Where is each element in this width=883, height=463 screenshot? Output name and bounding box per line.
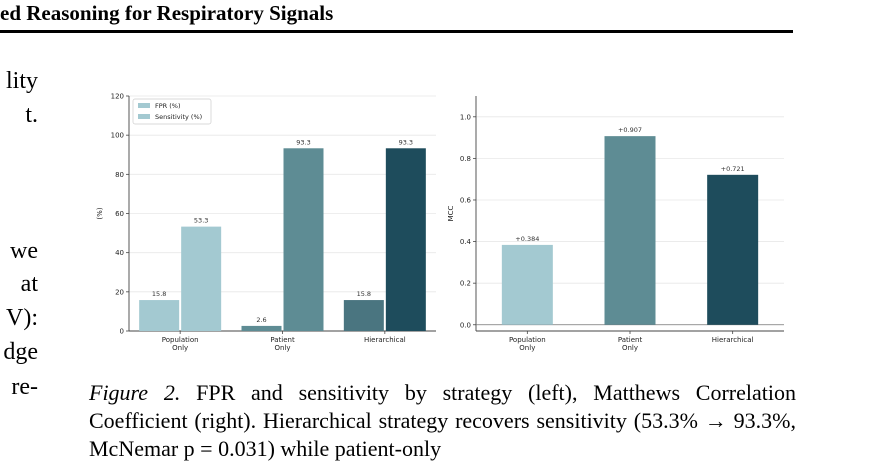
y-tick-label: 0.6	[460, 196, 472, 204]
y-tick-label: 100	[111, 132, 124, 140]
bar-mcc	[604, 136, 656, 325]
y-tick-label: 80	[115, 171, 124, 179]
figure-charts: 0 20 40 60 80 100 120 (%) 15.8 53.3 Population Only…	[96, 93, 784, 352]
data-label-fpr: 2.6	[256, 316, 266, 324]
figure-caption-label: Figure 2.	[89, 380, 181, 405]
data-label-mcc: +0.721	[721, 165, 745, 173]
y-tick-label: 60	[115, 210, 124, 218]
body-text-fragment: at	[20, 271, 38, 297]
data-label-sensitivity: 53.3	[194, 217, 208, 225]
data-label-sensitivity: 93.3	[399, 138, 413, 146]
y-tick-label: 0.2	[460, 280, 471, 288]
body-text-fragment: t.	[25, 102, 38, 128]
y-tick-label: 120	[111, 93, 124, 101]
body-text-fragment: lity	[5, 68, 38, 94]
legend-label-fpr: FPR (%)	[155, 102, 181, 110]
x-tick-label: Population Only	[509, 336, 546, 352]
left-chart-fpr-sensitivity: 0 20 40 60 80 100 120 (%) 15.8 53.3 Population Only…	[96, 93, 436, 352]
legend-swatch-fpr	[138, 103, 150, 108]
y-tick-label: 40	[115, 249, 124, 257]
bar-sensitivity	[181, 226, 222, 331]
bar-fpr	[139, 300, 180, 331]
body-text-fragment: dge	[3, 339, 38, 365]
right-chart-mcc: 0.0 0.2 0.4 0.6 0.8 1.0 MCC +0.384 Population Onl…	[447, 96, 784, 352]
y-tick-label: 0.0	[460, 321, 471, 329]
bar-fpr	[241, 325, 282, 331]
data-label-fpr: 15.8	[357, 290, 371, 298]
y-tick-label: 0	[120, 328, 124, 336]
bar-mcc	[501, 244, 553, 325]
x-tick-label: Patient Only	[270, 336, 295, 352]
data-label-fpr: 15.8	[152, 290, 166, 298]
y-axis-label: MCC	[447, 205, 455, 221]
legend-swatch-sensitivity	[138, 114, 150, 119]
data-label-mcc: +0.907	[618, 126, 642, 134]
body-text-fragment: re-	[11, 374, 38, 400]
y-tick-label: 0.4	[460, 238, 472, 246]
y-tick-label: 20	[115, 288, 124, 296]
body-text-fragment: we	[10, 238, 38, 264]
x-tick-label: Patient Only	[618, 336, 643, 352]
bar-mcc	[707, 174, 759, 325]
y-tick-label: 1.0	[460, 113, 471, 121]
figure-caption-text: FPR and sensitivity by strategy (left), …	[89, 380, 796, 461]
figure-caption: Figure 2. FPR and sensitivity by strateg…	[89, 379, 796, 463]
page-header-title: ed Reasoning for Respiratory Signals	[0, 1, 334, 25]
y-tick-label: 0.8	[460, 155, 471, 163]
x-tick-label: Hierarchical	[712, 336, 754, 344]
body-text-fragment: V):	[6, 305, 38, 331]
x-tick-label: Hierarchical	[364, 336, 406, 344]
data-label-mcc: +0.384	[515, 235, 539, 243]
bar-fpr	[343, 300, 384, 331]
legend-box	[132, 98, 212, 125]
data-label-sensitivity: 93.3	[296, 138, 310, 146]
bar-sensitivity	[283, 148, 324, 331]
header-rule	[0, 30, 793, 33]
bar-sensitivity	[385, 148, 426, 331]
x-tick-label: Population Only	[162, 336, 199, 352]
y-axis-label: (%)	[96, 207, 104, 219]
legend-label-sensitivity: Sensitivity (%)	[155, 113, 202, 121]
